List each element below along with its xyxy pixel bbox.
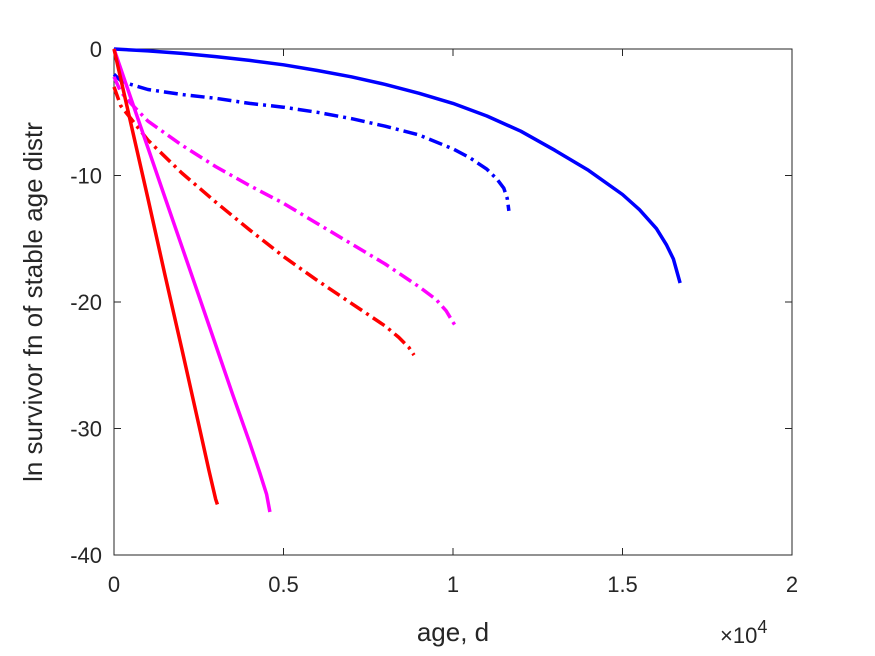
x-exponent-label: ×104 <box>720 617 767 648</box>
x-exponent-base: ×10 <box>720 623 757 648</box>
y-tick-label: -30 <box>70 417 102 442</box>
series-group <box>112 47 682 513</box>
y-tick-label: -10 <box>70 164 102 189</box>
x-tick-label: 0 <box>108 572 120 597</box>
x-tick-label: 0.5 <box>268 572 299 597</box>
x-tick-labels: 0 0.5 1 1.5 2 <box>108 572 798 597</box>
y-tick-label: -20 <box>70 290 102 315</box>
y-tick-label: 0 <box>90 37 102 62</box>
series-line-5 <box>112 48 272 513</box>
series-line-2 <box>112 73 511 212</box>
x-exponent-power: 4 <box>757 617 767 637</box>
series-line-6 <box>112 48 220 505</box>
x-tick-label: 2 <box>786 572 798 597</box>
y-tick-label: -40 <box>70 543 102 568</box>
y-tick-labels: 0 -10 -20 -30 -40 <box>70 37 102 568</box>
x-tick-label: 1.5 <box>607 572 638 597</box>
x-tick-label: 1 <box>447 572 459 597</box>
x-axis-label: age, d <box>417 617 489 647</box>
series-line-1 <box>113 47 682 284</box>
plot-area <box>113 48 793 556</box>
y-axis-label: ln survivor fn of stable age distr <box>18 122 48 482</box>
